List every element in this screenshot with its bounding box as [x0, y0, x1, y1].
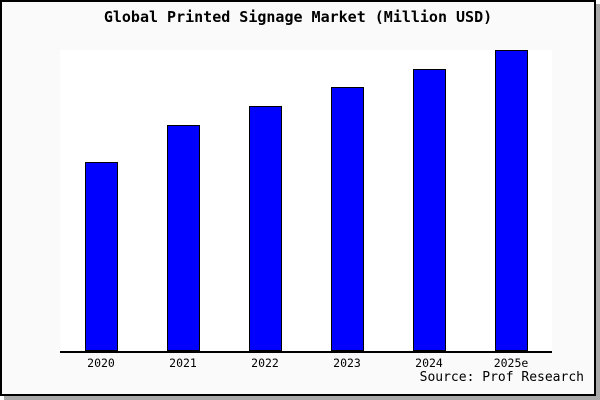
- bar-2021: [166, 125, 200, 351]
- plot-area: [60, 50, 552, 353]
- bar-2025e: [494, 50, 528, 351]
- bar-2022: [248, 106, 282, 351]
- x-tick-label-2023: 2023: [333, 356, 361, 370]
- x-tick-label-2020: 2020: [87, 356, 115, 370]
- x-tick-label-2022: 2022: [251, 356, 279, 370]
- source-caption: Source: Prof Research: [419, 370, 584, 385]
- bar-2020: [84, 162, 118, 351]
- x-tick-label-2021: 2021: [169, 356, 197, 370]
- bar-2023: [330, 87, 364, 351]
- x-tick-label-2025e: 2025e: [493, 356, 529, 370]
- x-tick-label-2024: 2024: [415, 356, 443, 370]
- chart-title: Global Printed Signage Market (Million U…: [103, 8, 493, 26]
- bar-2024: [412, 69, 446, 351]
- x-axis-labels: 2020 2021 2022 2023 2024 2025e: [60, 356, 552, 370]
